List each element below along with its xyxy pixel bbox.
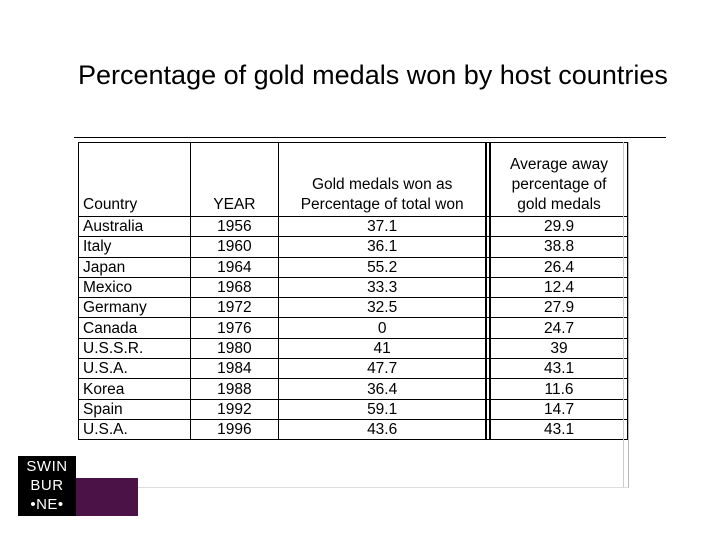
cell-away: 43.1 [489, 418, 628, 441]
cell-year: 1980 [189, 337, 280, 360]
table-row: Germany 1972 32.5 27.9 [78, 297, 628, 319]
cell-year: 1992 [189, 398, 280, 420]
header-country: Country [78, 142, 191, 217]
column-gap [485, 418, 492, 441]
cell-away: 26.4 [489, 256, 628, 278]
cell-gold: 32.5 [278, 297, 487, 319]
header-away: Average away percentage of gold medals [489, 142, 628, 217]
logo-strip [76, 456, 138, 478]
cell-away: 14.7 [489, 398, 628, 420]
cell-year: 1984 [189, 358, 280, 380]
cell-gold: 33.3 [278, 276, 487, 299]
table-row: Mexico 1968 33.3 12.4 [78, 276, 628, 299]
logo-mark: SWIN BUR •NE• [18, 456, 76, 516]
table-header-row: Country YEAR Gold medals won as Percenta… [78, 142, 628, 217]
header-year: YEAR [189, 142, 280, 217]
logo-purple-block [76, 478, 138, 516]
cell-away: 43.1 [489, 358, 628, 380]
cell-gold: 0 [278, 317, 487, 339]
cell-year: 1964 [189, 256, 280, 278]
cell-gold: 55.2 [278, 256, 487, 278]
header-gold-label: Gold medals won as Percentage of total w… [300, 176, 464, 213]
title-divider [74, 137, 666, 138]
cell-gold: 47.7 [278, 358, 487, 380]
cell-country: Korea [78, 378, 191, 400]
swinburne-logo: SWIN BUR •NE• [18, 456, 138, 516]
cell-gold: 36.4 [278, 378, 487, 400]
medals-table: Country YEAR Gold medals won as Percenta… [78, 142, 628, 441]
cell-country: Mexico [78, 276, 191, 299]
logo-line-1: SWIN [26, 458, 68, 475]
cell-country: U.S.S.R. [78, 337, 191, 360]
table-row: Italy 1960 36.1 38.8 [78, 236, 628, 258]
header-gold: Gold medals won as Percentage of total w… [278, 142, 487, 217]
table-row: U.S.A. 1996 43.6 43.1 [78, 418, 628, 441]
cell-year: 1976 [189, 317, 280, 339]
cell-country: Italy [78, 236, 191, 258]
table-row: U.S.A. 1984 47.7 43.1 [78, 358, 628, 380]
cell-away: 12.4 [489, 276, 628, 299]
cell-away: 39 [489, 337, 628, 360]
cell-year: 1960 [189, 236, 280, 258]
slide-title: Percentage of gold medals won by host co… [78, 60, 668, 90]
table-row: Japan 1964 55.2 26.4 [78, 256, 628, 278]
cell-country: U.S.A. [78, 358, 191, 380]
cell-country: Australia [78, 215, 191, 238]
cell-year: 1988 [189, 378, 280, 400]
table-row: Korea 1988 36.4 11.6 [78, 378, 628, 400]
logo-line-2: BUR [30, 477, 64, 494]
cell-gold: 37.1 [278, 215, 487, 238]
cell-away: 24.7 [489, 317, 628, 339]
table-row: Canada 1976 0 24.7 [78, 317, 628, 339]
cell-year: 1968 [189, 276, 280, 299]
cell-year: 1972 [189, 297, 280, 319]
cell-country: Spain [78, 398, 191, 420]
cell-country: U.S.A. [78, 418, 191, 441]
cell-away: 38.8 [489, 236, 628, 258]
cell-gold: 36.1 [278, 236, 487, 258]
table-row: Spain 1992 59.1 14.7 [78, 398, 628, 420]
table-row: Australia 1956 37.1 29.9 [78, 215, 628, 238]
cell-away: 27.9 [489, 297, 628, 319]
cell-country: Germany [78, 297, 191, 319]
cell-gold: 59.1 [278, 398, 487, 420]
cell-year: 1996 [189, 418, 280, 441]
cell-gold: 41 [278, 337, 487, 360]
cell-country: Japan [78, 256, 191, 278]
cell-year: 1956 [189, 215, 280, 238]
table-container: Country YEAR Gold medals won as Percenta… [78, 142, 629, 488]
cell-gold: 43.6 [278, 418, 487, 441]
cell-country: Canada [78, 317, 191, 339]
logo-line-3: •NE• [30, 496, 64, 513]
cell-away: 11.6 [489, 378, 628, 400]
cell-away: 29.9 [489, 215, 628, 238]
header-away-label: Average away percentage of gold medals [510, 156, 608, 213]
table-row: U.S.S.R. 1980 41 39 [78, 337, 628, 360]
